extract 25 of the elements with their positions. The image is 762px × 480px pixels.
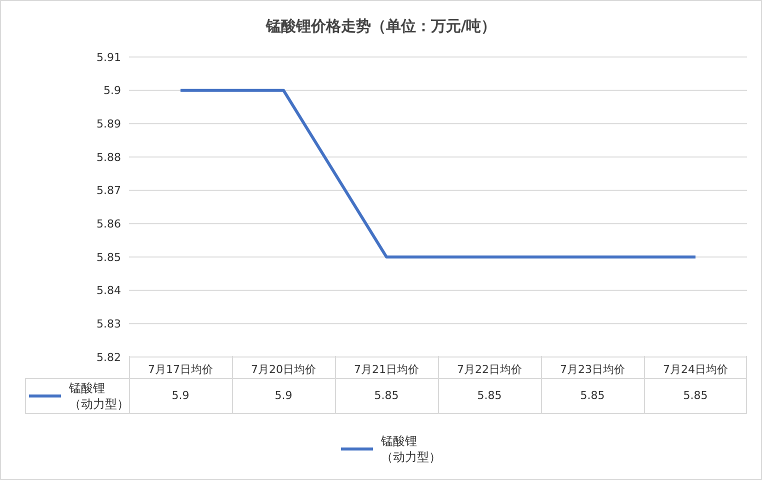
y-tick-label: 5.91 [96, 50, 121, 64]
y-tick-label: 5.88 [96, 150, 121, 164]
x-tick-label: 7月24日均价 [663, 362, 728, 376]
x-tick-label: 7月20日均价 [251, 362, 316, 376]
data-label: 5.85 [682, 388, 709, 404]
y-tick-label: 5.82 [96, 350, 121, 364]
chart-title: 锰酸锂价格走势（单位：万元/吨） [264, 17, 498, 36]
data-label: 5.85 [476, 388, 503, 404]
text: 锰酸锂（动力型） [381, 434, 441, 464]
y-tick-label: 5.83 [96, 318, 121, 331]
data-label: 5.9 [170, 388, 190, 404]
x-tick-label: 7月17日均价 [148, 362, 213, 376]
y-tick-label: 5.89 [96, 118, 121, 131]
y-tick-label: 5.86 [96, 218, 121, 231]
y-tick-label: 5.9 [104, 84, 121, 98]
y-tick-label: 5.87 [96, 184, 121, 198]
y-tick-label: 5.85 [96, 250, 121, 264]
y-tick-label: 5.84 [96, 284, 121, 298]
data-label: 5.85 [579, 388, 606, 404]
x-tick-label: 7月21日均价 [354, 362, 419, 376]
data-label: 5.9 [274, 388, 294, 404]
x-tick-label: 7月22日均价 [457, 362, 522, 376]
data-label: 5.85 [373, 388, 400, 404]
legend-label: 锰酸锂（动力型） [69, 380, 129, 412]
x-tick-label: 7月23日均价 [560, 362, 625, 376]
